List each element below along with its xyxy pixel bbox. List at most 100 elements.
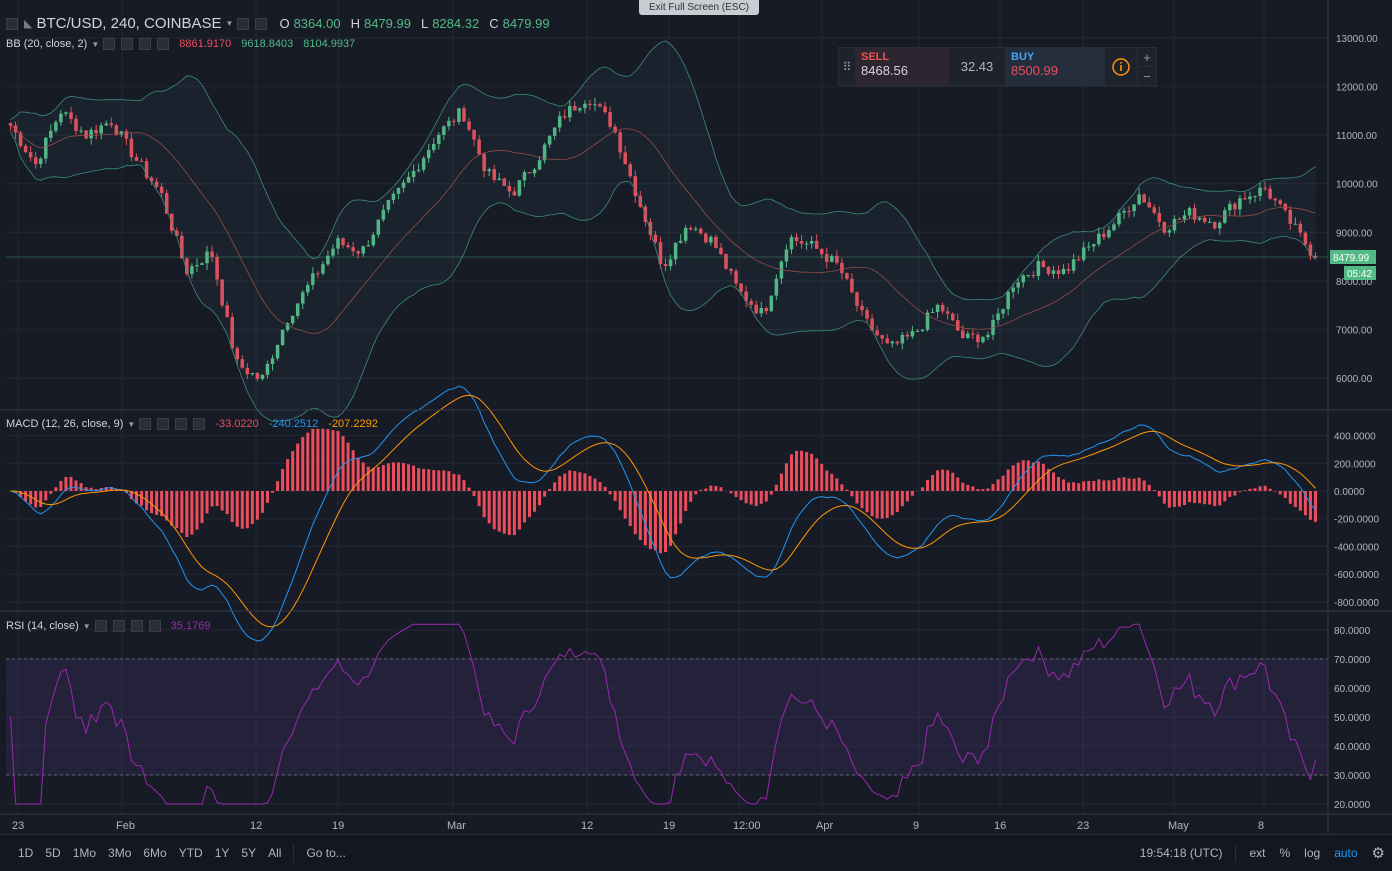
rsi-label[interactable]: RSI (14, close) xyxy=(6,620,79,632)
candle-body xyxy=(663,264,668,267)
candle-body xyxy=(1187,208,1192,216)
candle-body xyxy=(598,104,602,107)
macd-chevron-down-icon[interactable]: ▼ xyxy=(127,419,136,429)
time-tick-label: 12:00 xyxy=(733,820,761,832)
eye-icon[interactable] xyxy=(237,17,250,30)
timeframe-button-6mo[interactable]: 6Mo xyxy=(143,846,167,860)
symbol-chevron-down-icon[interactable]: ▼ xyxy=(225,19,234,28)
candle-body xyxy=(1228,203,1232,211)
bb-close-icon[interactable] xyxy=(157,38,170,50)
drag-handle-icon[interactable]: ⠿ xyxy=(842,59,852,74)
candle-body xyxy=(290,315,295,324)
macd-eye-icon[interactable] xyxy=(139,418,152,430)
bb-settings-icon[interactable] xyxy=(121,38,134,50)
candle-body xyxy=(1011,287,1015,292)
bb-eye-icon[interactable] xyxy=(103,38,116,50)
rsi-close-icon[interactable] xyxy=(148,620,161,632)
time-tick-label: 19 xyxy=(663,820,675,832)
info-icon[interactable] xyxy=(1105,48,1137,85)
candle-body xyxy=(658,242,663,265)
rsi-band xyxy=(6,659,1328,775)
macd-label[interactable]: MACD (12, 26, close, 9) xyxy=(6,418,124,430)
candle-body xyxy=(1142,194,1146,203)
candle-body xyxy=(819,248,824,255)
macd-settings-icon[interactable] xyxy=(157,418,170,430)
candle-body xyxy=(1248,196,1252,200)
collapse-icon[interactable] xyxy=(6,17,18,30)
rsi-value: 35.1769 xyxy=(170,620,211,632)
candle-body xyxy=(230,317,234,349)
timeframe-button-5y[interactable]: 5Y xyxy=(241,846,257,860)
exit-fullscreen-button[interactable]: Exit Full Screen (ESC) xyxy=(639,0,759,15)
candle-body xyxy=(653,234,658,243)
candle-body xyxy=(210,251,214,258)
candle-body xyxy=(729,268,733,272)
candle-body xyxy=(1097,233,1101,245)
ext-toggle[interactable]: ext xyxy=(1249,846,1266,860)
candle-body xyxy=(875,330,879,336)
macd-axis: 400.0000 200.0000 0.0000 -200.0000 -400.0000… xyxy=(1334,432,1379,609)
candle-body xyxy=(1238,198,1242,210)
rsi-eye-icon[interactable] xyxy=(94,620,107,632)
candle-body xyxy=(442,126,446,135)
percent-toggle[interactable]: % xyxy=(1279,846,1291,860)
symbol-title[interactable]: BTC/USD, 240, COINBASE xyxy=(36,15,222,32)
macd-close-icon[interactable] xyxy=(193,418,206,430)
toolbar-divider-right xyxy=(1235,844,1237,862)
timeframe-button-1d[interactable]: 1D xyxy=(18,846,34,860)
settings-icon[interactable] xyxy=(255,17,268,30)
symbol-legend: ◣ BTC/USD, 240, COINBASE ▼ O 8364.00 H 847… xyxy=(6,15,550,32)
time-tick-label: 19 xyxy=(332,820,344,832)
minus-button[interactable]: − xyxy=(1138,66,1156,85)
bb-label[interactable]: BB (20, close, 2) xyxy=(6,38,88,50)
timeframe-button-1mo[interactable]: 1Mo xyxy=(72,846,97,860)
gear-icon[interactable]: ⚙ xyxy=(1371,845,1385,862)
candle-body xyxy=(1167,230,1172,233)
bb-chevron-down-icon[interactable]: ▼ xyxy=(91,39,100,49)
candle-body xyxy=(1233,203,1237,210)
bb-add-icon[interactable] xyxy=(139,38,152,50)
utc-clock: 19:54:18 (UTC) xyxy=(1139,846,1223,860)
timeframe-button-3mo[interactable]: 3Mo xyxy=(108,846,132,860)
plus-button[interactable]: + xyxy=(1143,49,1151,65)
candle-body xyxy=(452,120,456,122)
macd-tick-label: 0.0000 xyxy=(1334,487,1365,498)
candle-body xyxy=(1313,255,1318,258)
macd-add-icon[interactable] xyxy=(175,418,188,430)
candle-body xyxy=(492,169,496,180)
time-tick-label: 23 xyxy=(12,820,24,832)
candle-body xyxy=(164,193,169,214)
candle-body xyxy=(1162,221,1167,233)
macd-tick-label: 400.0000 xyxy=(1334,432,1376,443)
candle-body xyxy=(850,278,854,293)
rsi-settings-icon[interactable] xyxy=(112,620,125,632)
candle-body xyxy=(724,253,728,269)
candle-body xyxy=(295,303,300,316)
time-tick-label: Apr xyxy=(816,820,833,832)
timeframe-button-all[interactable]: All xyxy=(268,846,282,860)
candle-body xyxy=(1288,209,1293,224)
candle-body xyxy=(1041,261,1046,267)
candle-body xyxy=(996,313,1000,321)
timeframe-button-ytd[interactable]: YTD xyxy=(178,846,203,860)
chart-canvas[interactable]: 13000.00 12000.00 11000.00 10000.00 9000.00 8… xyxy=(0,0,1392,834)
timeframe-button-1y[interactable]: 1Y xyxy=(214,846,230,860)
sell-button[interactable]: SELL 8468.56 xyxy=(855,48,949,85)
candle-body xyxy=(1308,244,1313,256)
toolbar-divider xyxy=(293,844,295,862)
timeframe-button-5d[interactable]: 5D xyxy=(45,846,61,860)
auto-toggle[interactable]: auto xyxy=(1334,846,1358,860)
rsi-chevron-down-icon[interactable]: ▼ xyxy=(82,621,91,631)
rsi-add-icon[interactable] xyxy=(130,620,143,632)
candle-body xyxy=(381,209,386,220)
goto-button[interactable]: Go to... xyxy=(306,846,346,860)
price-label: 8479.99 xyxy=(1333,253,1370,264)
log-toggle[interactable]: log xyxy=(1304,846,1321,860)
candle-body xyxy=(648,221,653,235)
candle-body xyxy=(880,335,884,339)
buy-button[interactable]: BUY 8500.99 xyxy=(1005,48,1105,85)
candle-body xyxy=(1278,200,1282,204)
candle-body xyxy=(1268,188,1272,199)
candle-body xyxy=(386,200,391,210)
